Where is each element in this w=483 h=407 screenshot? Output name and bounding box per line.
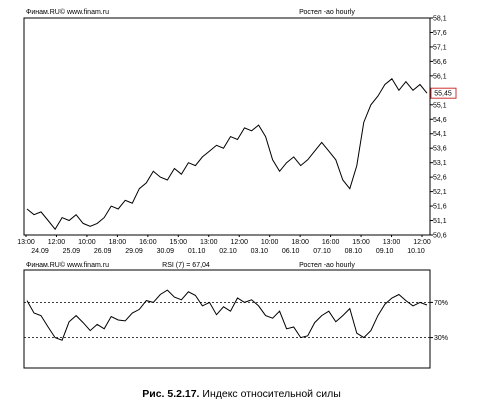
price-y-tick-label: 53,6 (433, 146, 447, 153)
price-x-date-label: 01.10 (188, 248, 206, 255)
price-panel-frame (23, 17, 431, 236)
price-x-date-label: 08.10 (345, 248, 363, 255)
price-x-time-label: 10:00 (78, 239, 96, 246)
rsi-series-line (26, 289, 428, 341)
price-x-time-label: 12:00 (230, 239, 248, 246)
rsi-panel-frame (23, 269, 431, 369)
price-x-date-label: 29.09 (125, 248, 143, 255)
price-x-time-label: 10:00 (261, 239, 279, 246)
price-y-tick-label: 56,6 (433, 59, 447, 66)
rsi-indicator-label: RSI (7) = 67,04 (162, 262, 210, 269)
price-series-line (26, 78, 428, 231)
price-x-time-label: 16:00 (139, 239, 157, 246)
price-y-tick-label: 52,6 (433, 175, 447, 182)
price-x-date-label: 24.09 (31, 248, 49, 255)
price-x-time-label: 18:00 (291, 239, 309, 246)
price-x-time-label: 13:00 (17, 239, 35, 246)
price-y-tick-label: 50,6 (433, 233, 447, 240)
price-y-tick-label: 52,1 (433, 189, 447, 196)
price-x-time-label: 15:00 (352, 239, 370, 246)
rsi-level-label: 30% (434, 335, 448, 342)
price-x-time-label: 15:00 (170, 239, 188, 246)
price-x-date-label: 30.09 (157, 248, 175, 255)
price-x-date-label: 07.10 (313, 248, 331, 255)
price-x-time-label: 13:00 (383, 239, 401, 246)
price-x-date-label: 10.10 (407, 248, 425, 255)
price-panel-source: Финам.RU© www.finam.ru (26, 8, 109, 16)
price-x-time-label: 13:00 (200, 239, 218, 246)
price-y-tick-label: 57,1 (433, 44, 447, 51)
price-y-tick-label: 51,1 (433, 218, 447, 225)
price-y-tick-label: 51,6 (433, 204, 447, 211)
price-x-date-label: 26.09 (94, 248, 112, 255)
price-x-date-label: 25.09 (63, 248, 81, 255)
rsi-panel-title: Ростел -ао hourly (299, 262, 355, 269)
price-x-axis: 13:00 12:00 10:00 18:00 16:00 15:00 13:00 12:00… (17, 235, 431, 255)
price-y-tick-label: 56,1 (433, 73, 447, 80)
price-x-time-label: 12:00 (413, 239, 431, 246)
price-y-tick-label: 54,6 (433, 117, 447, 124)
price-x-time-label: 18:00 (109, 239, 127, 246)
price-x-time-label: 12:00 (48, 239, 66, 246)
caption-label: Рис. 5.2.17. (142, 388, 200, 400)
price-x-date-label: 09.10 (376, 248, 394, 255)
price-y-axis: 58,157,657,156,656,155,655,154,654,153,6… (430, 16, 447, 240)
price-y-tick-label: 58,1 (433, 16, 447, 23)
price-y-tick-label: 53,1 (433, 160, 447, 167)
current-value-label: 55,45 (434, 91, 452, 98)
current-value-marker: 55,45 (430, 87, 457, 99)
price-x-date-label: 02.10 (219, 248, 237, 255)
caption-text: Индекс относительной силы (202, 388, 341, 400)
rsi-levels: 70% 30% (24, 300, 448, 342)
price-y-tick-label: 55,1 (433, 102, 447, 109)
price-x-time-label: 16:00 (322, 239, 340, 246)
rsi-level-label: 70% (434, 300, 448, 307)
price-panel-title: Ростел -ао hourly (299, 9, 355, 16)
figure-caption: Рис. 5.2.17. Индекс относительной силы (0, 388, 483, 400)
price-y-tick-label: 57,6 (433, 30, 447, 37)
price-x-date-label: 06.10 (282, 248, 300, 255)
price-x-date-label: 03.10 (251, 248, 269, 255)
price-y-tick-label: 54,1 (433, 131, 447, 138)
rsi-panel-source: Финам.RU© www.finam.ru (26, 261, 109, 269)
